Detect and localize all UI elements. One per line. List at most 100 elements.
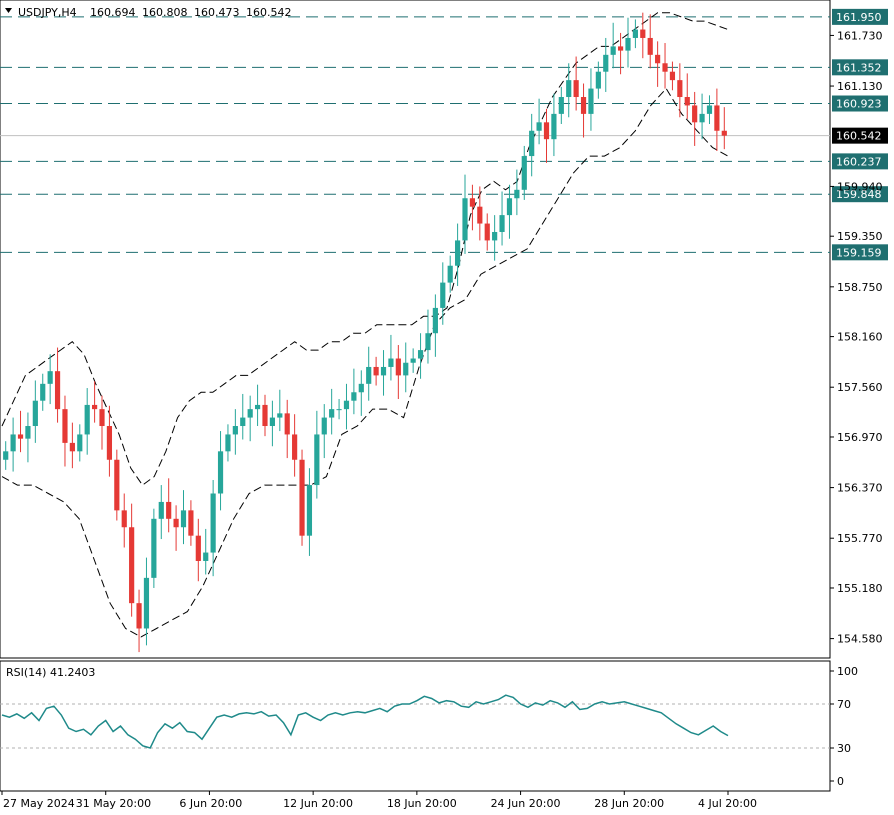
rsi-tick-label: 100: [837, 665, 858, 678]
level-tag-label: 159.159: [836, 246, 882, 259]
time-tick-label: 27 May 2024: [3, 797, 75, 810]
candle-body: [188, 510, 194, 536]
rsi-tick-label: 30: [837, 742, 851, 755]
candle-body: [292, 434, 298, 460]
candle-body: [121, 510, 127, 528]
candle-body: [47, 371, 53, 384]
level-tag: [832, 153, 888, 170]
candle-body: [173, 518, 179, 528]
candle-body: [40, 383, 46, 401]
candle-body: [17, 434, 24, 439]
current-price-tag: [832, 127, 888, 144]
candle-body: [692, 105, 698, 123]
candle-body: [484, 223, 490, 241]
price-levels: 161.950 161.352 160.923 160.237 159.848 159.1…: [0, 8, 888, 261]
candle-body: [566, 80, 572, 98]
price-tick-label: 156.970: [837, 431, 883, 444]
upper-band-line: [1, 12, 729, 486]
candle-body: [543, 122, 550, 140]
candle-body: [455, 240, 461, 266]
candle-body: [477, 206, 483, 224]
rsi-tick-label: 0: [837, 775, 844, 788]
candle-body: [217, 451, 224, 494]
candle-body: [536, 122, 542, 131]
candle-body: [625, 37, 631, 51]
rsi-panel[interactable]: [0, 660, 831, 792]
level-tag-label: 160.923: [836, 98, 882, 111]
candle-body: [403, 362, 409, 376]
candle-body: [158, 501, 164, 519]
candle-body: [499, 215, 505, 232]
candle-body: [388, 358, 394, 367]
candle-body: [684, 97, 690, 106]
candle-body: [640, 29, 646, 38]
candle-body: [655, 54, 661, 64]
lower-band-line: [1, 87, 729, 638]
candle-body: [254, 404, 261, 410]
price-tick-label: 161.730: [837, 29, 883, 42]
price-tick-label: 158.160: [837, 331, 883, 344]
bollinger-bands: [1, 12, 729, 638]
dropdown-arrow-icon[interactable]: [5, 8, 12, 13]
candle-body: [54, 371, 61, 410]
candle-body: [351, 392, 357, 401]
candle-body: [269, 417, 275, 427]
level-tag-label: 160.237: [836, 155, 882, 168]
candle-body: [3, 451, 9, 460]
candle-body: [343, 400, 350, 410]
candle-body: [551, 113, 557, 140]
candle-body: [99, 409, 105, 427]
symbol-header: USDJPY,H4 160.694 160.808 160.473 160.54…: [5, 6, 292, 19]
candle-body: [447, 265, 453, 283]
price-tick-label: 156.370: [837, 482, 883, 495]
candle-body: [329, 409, 335, 418]
price-panel[interactable]: [0, 0, 831, 659]
price-tick-label: 155.770: [837, 532, 883, 545]
candle-body: [580, 97, 587, 114]
candle-body: [92, 404, 98, 410]
candle-body: [669, 71, 676, 81]
candle-body: [277, 413, 283, 418]
time-axis: 27 May 2024 31 May 20:00 6 Jun 20:00 12 Jun…: [1, 791, 757, 810]
candle-body: [336, 409, 342, 411]
price-tick-label: 155.180: [837, 582, 883, 595]
level-tag: [832, 59, 888, 76]
time-tick-label: 28 Jun 20:00: [594, 797, 664, 810]
candle-body: [721, 130, 727, 136]
candle-body: [617, 46, 624, 51]
candle-body: [506, 198, 513, 216]
rsi-series: [0, 694, 830, 749]
time-tick-label: 24 Jun 20:00: [491, 797, 561, 810]
candle-body: [714, 105, 720, 131]
rsi-line: [1, 694, 729, 749]
candle-body: [373, 366, 379, 376]
candle-body: [129, 527, 135, 604]
candle-body: [225, 434, 231, 452]
candle-body: [143, 577, 150, 629]
level-tag: [832, 186, 888, 203]
candle-body: [595, 71, 601, 89]
candle-body: [432, 307, 438, 334]
level-tag-label: 159.848: [836, 188, 882, 201]
level-tag: [832, 244, 888, 261]
candle-body: [114, 459, 120, 511]
level-tag: [832, 8, 888, 25]
candle-body: [610, 46, 616, 55]
candle-body: [706, 105, 713, 114]
candle-body: [136, 603, 142, 629]
candle-body: [588, 88, 594, 114]
candle-body: [203, 552, 209, 561]
candle-body: [440, 282, 446, 308]
price-tick-label: 154.580: [837, 633, 883, 646]
candle-body: [210, 493, 216, 553]
candle-body: [425, 333, 431, 351]
candle-body: [69, 442, 75, 452]
candle-body: [395, 358, 401, 376]
candle-body: [306, 485, 313, 536]
rsi-axis: 100 70 30 0: [830, 665, 858, 788]
time-tick-label: 31 May 20:00: [76, 797, 151, 810]
candle-body: [573, 80, 579, 98]
time-tick-label: 12 Jun 20:00: [283, 797, 353, 810]
price-tick-label: 161.130: [837, 80, 883, 93]
candles: [3, 12, 727, 653]
